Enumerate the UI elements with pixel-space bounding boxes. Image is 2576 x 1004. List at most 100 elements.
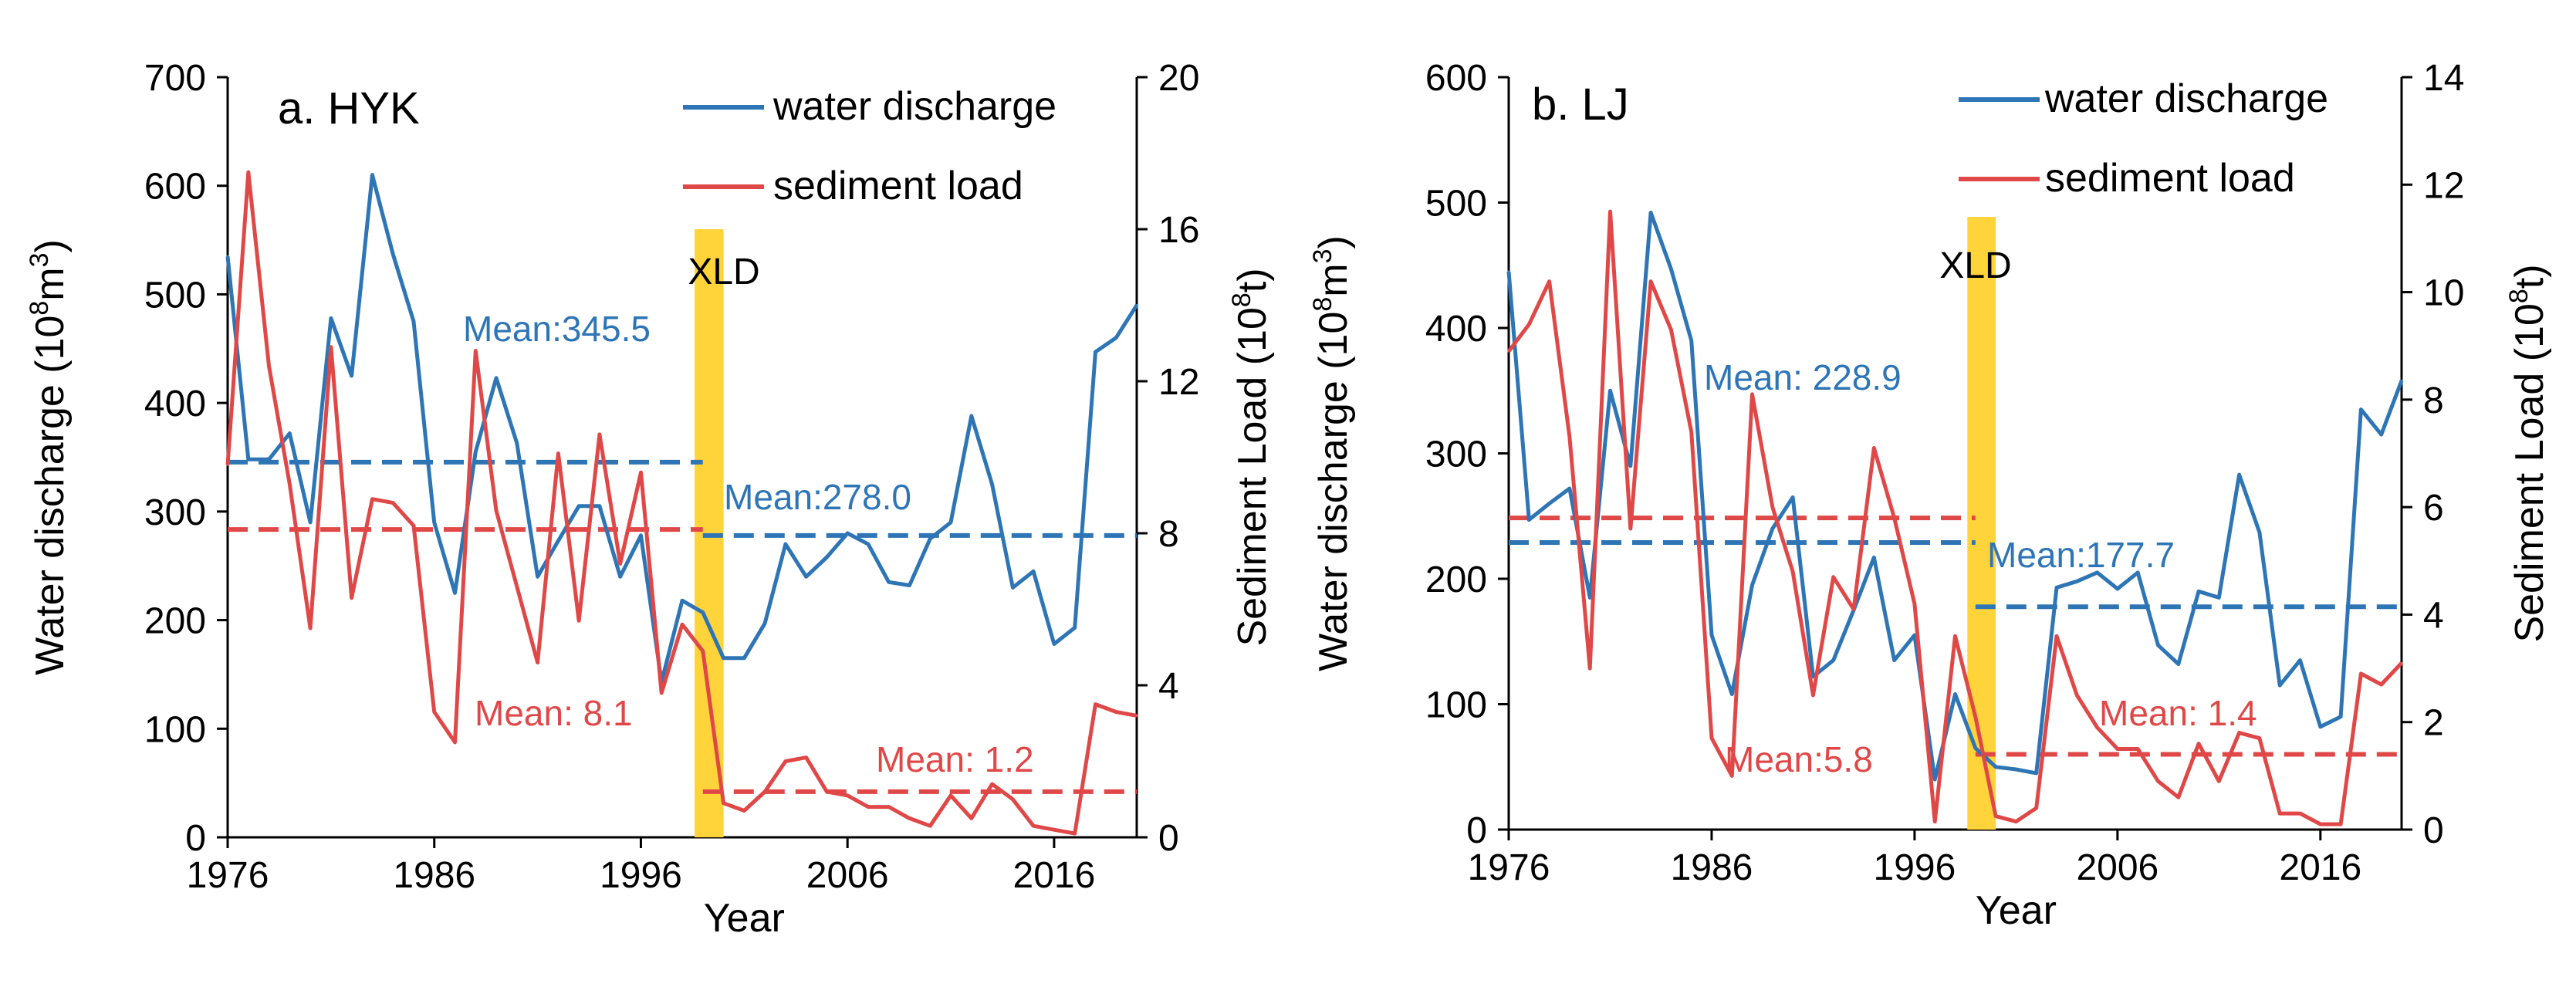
x-tick-label: 1996: [600, 855, 682, 896]
sediment-load-point: [2156, 779, 2159, 783]
sediment-load-point: [288, 482, 291, 485]
sediment-load-point: [1710, 737, 1713, 740]
sediment-load-point: [742, 810, 745, 813]
y-left-title-sup2: 3: [1308, 248, 1337, 263]
y-left-tick-label: 0: [185, 818, 206, 859]
y-left-title-prefix: Water discharge (10: [1311, 312, 1356, 671]
sediment-load-point: [330, 346, 333, 349]
water-discharge-point: [288, 432, 291, 435]
water-discharge-point: [247, 458, 250, 461]
x-axis-title: Year: [1976, 888, 2057, 933]
sediment-load-point: [1135, 714, 1138, 717]
water-discharge-point: [2217, 596, 2220, 599]
sediment-load-point: [1852, 607, 1855, 610]
sediment-load-point: [2075, 694, 2078, 697]
water-discharge-point: [577, 505, 580, 508]
sediment-load-point: [2035, 806, 2038, 810]
water-discharge-point: [805, 575, 808, 578]
water-discharge-point: [2156, 644, 2159, 647]
water-discharge-point: [2339, 715, 2342, 718]
y-axis-left-title: Water discharge (108m3): [25, 239, 73, 675]
water-discharge-point: [1994, 766, 1997, 769]
sediment-load-point: [991, 783, 994, 786]
sediment-load-point: [908, 816, 911, 820]
mean-label: Mean:278.0: [724, 477, 911, 517]
xld-label: XLD: [1939, 245, 2011, 286]
y-left-tick-label: 600: [1425, 58, 1487, 99]
y-right-title-prefix: Sediment Load (10: [1230, 307, 1275, 646]
water-discharge-point: [2299, 659, 2302, 662]
y-left-title-unit: m: [28, 267, 73, 300]
sediment-load-point: [536, 661, 539, 664]
sediment-load-point: [1974, 715, 1977, 718]
water-discharge-point: [1094, 350, 1097, 353]
sediment-load-point: [887, 806, 891, 809]
sediment-load-point: [598, 433, 601, 436]
sediment-load-point: [805, 756, 808, 759]
water-discharge-point: [226, 255, 229, 258]
water-discharge-point: [1954, 693, 1956, 695]
y-left-tick-label: 700: [144, 58, 206, 99]
panel-title: a. HYK: [278, 83, 420, 134]
water-discharge-point: [1913, 634, 1916, 637]
y-right-title-sup: 8: [2504, 289, 2534, 303]
water-discharge-point: [928, 537, 931, 540]
legend-water-label: water discharge: [2044, 76, 2328, 121]
sediment-load-point: [846, 794, 849, 797]
water-discharge-point: [2055, 586, 2058, 589]
water-discharge-point: [2035, 772, 2038, 775]
water-discharge-point: [433, 521, 436, 524]
sediment-load-point: [454, 741, 456, 744]
y-left-tick-label: 300: [144, 492, 206, 533]
sediment-load-point: [1011, 798, 1014, 801]
water-discharge-point: [1649, 211, 1652, 214]
legend-sediment-label: sediment load: [2045, 156, 2295, 201]
sediment-load-point: [1954, 634, 1956, 637]
water-discharge-point: [846, 532, 849, 535]
sediment-load-point: [2258, 737, 2261, 740]
water-discharge-point: [1548, 502, 1551, 505]
y-axis-right-title: Sediment Load (108t): [2504, 264, 2552, 642]
sediment-load-point: [701, 650, 705, 653]
water-discharge-point: [1135, 304, 1138, 306]
y-right-tick-label: 12: [1158, 362, 1199, 403]
water-discharge-point: [1872, 556, 1875, 559]
water-discharge-point: [1073, 626, 1077, 629]
water-discharge-point: [1114, 336, 1117, 340]
water-discharge-point: [1669, 268, 1672, 271]
sediment-load-point: [928, 824, 931, 827]
y-right-tick-label: 4: [1158, 666, 1179, 707]
xld-label: XLD: [688, 252, 759, 292]
chart-b-lj: 0 100 200 300 400 500 600 0 2 4 6 8 10 12 14 1976 1986 19…: [1308, 58, 2552, 933]
sediment-load-point: [660, 691, 663, 695]
y-left-tick-label: 400: [1425, 309, 1487, 350]
sediment-load-point: [2339, 823, 2342, 826]
mean-label: Mean: 1.2: [876, 739, 1034, 779]
sediment-load-point: [1548, 280, 1551, 283]
sediment-load-point: [763, 790, 766, 793]
sediment-load-point: [2055, 634, 2058, 637]
water-discharge-point: [1608, 389, 1611, 392]
sediment-load-point: [1629, 527, 1632, 530]
y-right-tick-label: 0: [1158, 818, 1179, 859]
water-discharge-point: [1771, 527, 1774, 530]
water-discharge-point: [1568, 487, 1571, 490]
water-discharge-point: [639, 534, 642, 537]
sediment-load-point: [1053, 828, 1056, 831]
sediment-load-point: [1690, 431, 1693, 434]
sediment-load-point: [268, 364, 271, 367]
sediment-load-point: [2096, 726, 2099, 729]
sediment-load-point: [1649, 280, 1652, 283]
y-left-tick-label: 200: [144, 601, 206, 642]
sediment-load-point: [516, 585, 519, 588]
water-discharge-point: [2319, 725, 2322, 728]
y-left-title-sup: 8: [25, 301, 54, 316]
water-discharge-point: [1832, 659, 1835, 662]
sediment-load-point: [867, 806, 870, 809]
sediment-load-point: [2238, 732, 2241, 735]
y-left-tick-label: 500: [144, 275, 206, 316]
sediment-load-point: [970, 816, 973, 820]
water-discharge-point: [1893, 659, 1896, 662]
y-right-tick-label: 14: [2423, 58, 2464, 99]
sediment-load-point: [681, 623, 684, 626]
